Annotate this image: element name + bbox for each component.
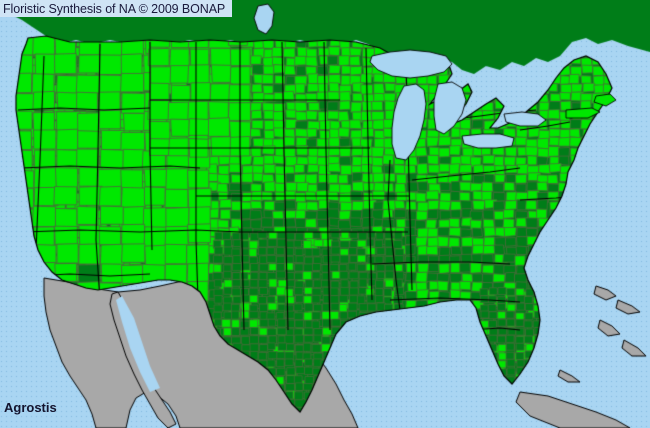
map-title-band: Floristic Synthesis of NA © 2009 BONAP	[0, 0, 232, 17]
genus-label: Agrostis	[4, 400, 57, 415]
map-title: Floristic Synthesis of NA © 2009 BONAP	[3, 1, 226, 16]
